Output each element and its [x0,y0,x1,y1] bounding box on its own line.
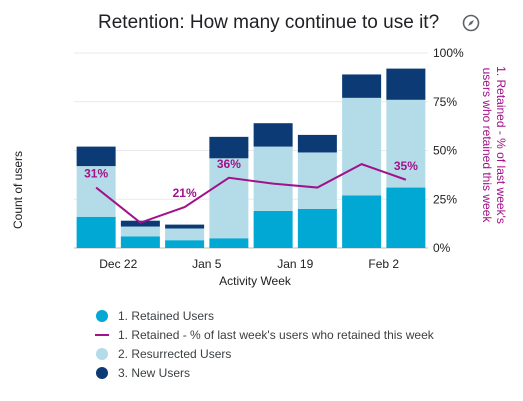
bar-new-users [209,136,249,159]
x-tick-label: Dec 22 [99,257,137,271]
x-axis-label: Activity Week [219,274,291,288]
bar-resurrected [76,166,116,217]
bar-retained [120,236,160,248]
bar-retained [297,209,337,248]
bar-retained [386,187,426,248]
legend-swatch-resurrected [96,347,108,360]
legend-label: 3. New Users [118,365,191,380]
bar-new-users [386,68,426,100]
bar-resurrected [342,97,382,196]
bar-resurrected [386,99,426,188]
legend-swatch-retained-line [95,333,109,336]
legend-item-new-users[interactable]: 3. New Users [95,363,434,382]
retention-line [95,163,407,224]
x-tick-label: Feb 2 [368,257,399,271]
bar-new-users [342,74,382,98]
legend-item-resurrected-users[interactable]: 2. Resurrected Users [95,344,434,363]
y-right-tick-label: 50% [433,144,457,158]
bar-new-users [76,146,116,167]
chart-plot: 0% 25% 50% 75% 100% Dec 22 Jan 5 Jan 19 Feb 2 31%… [74,46,464,271]
y-right-tick-label: 25% [433,192,457,206]
bar-retained [253,210,293,248]
line-data-label: 35% [394,159,418,173]
chart-title: Retention: How many continue to use it? [98,12,440,33]
legend-label: 1. Retained - % of last week's users who… [118,327,434,342]
bar-resurrected [165,228,205,241]
y-right-tick-label: 100% [433,46,464,60]
line-data-label: 36% [217,157,241,171]
legend-swatch-retained [96,309,108,322]
chart-legend: 1. Retained Users 1. Retained - % of las… [95,306,434,382]
x-tick-label: Jan 5 [192,257,222,271]
legend-swatch-new [96,366,108,379]
legend-label: 1. Retained Users [118,308,215,323]
bar-resurrected [120,226,160,237]
bar-new-users [253,123,293,147]
line-data-label: 21% [173,186,197,200]
bar-new-users [297,134,337,153]
legend-label: 2. Resurrected Users [118,346,232,361]
legend-item-retained-percent[interactable]: 1. Retained - % of last week's users who… [95,325,434,344]
line-data-label: 31% [84,167,108,181]
y-right-tick-label: 0% [433,241,451,255]
compass-icon[interactable] [462,14,480,32]
x-tick-label: Jan 19 [277,257,313,271]
bar-retained [342,195,382,248]
bar-resurrected [209,158,249,239]
bar-retained [76,216,116,248]
bar-new-users [165,224,205,229]
bar-resurrected [253,146,293,211]
y-right-tick-label: 75% [433,95,457,109]
bar-retained [165,240,205,248]
bar-retained [209,238,249,248]
legend-item-retained-users[interactable]: 1. Retained Users [95,306,434,325]
